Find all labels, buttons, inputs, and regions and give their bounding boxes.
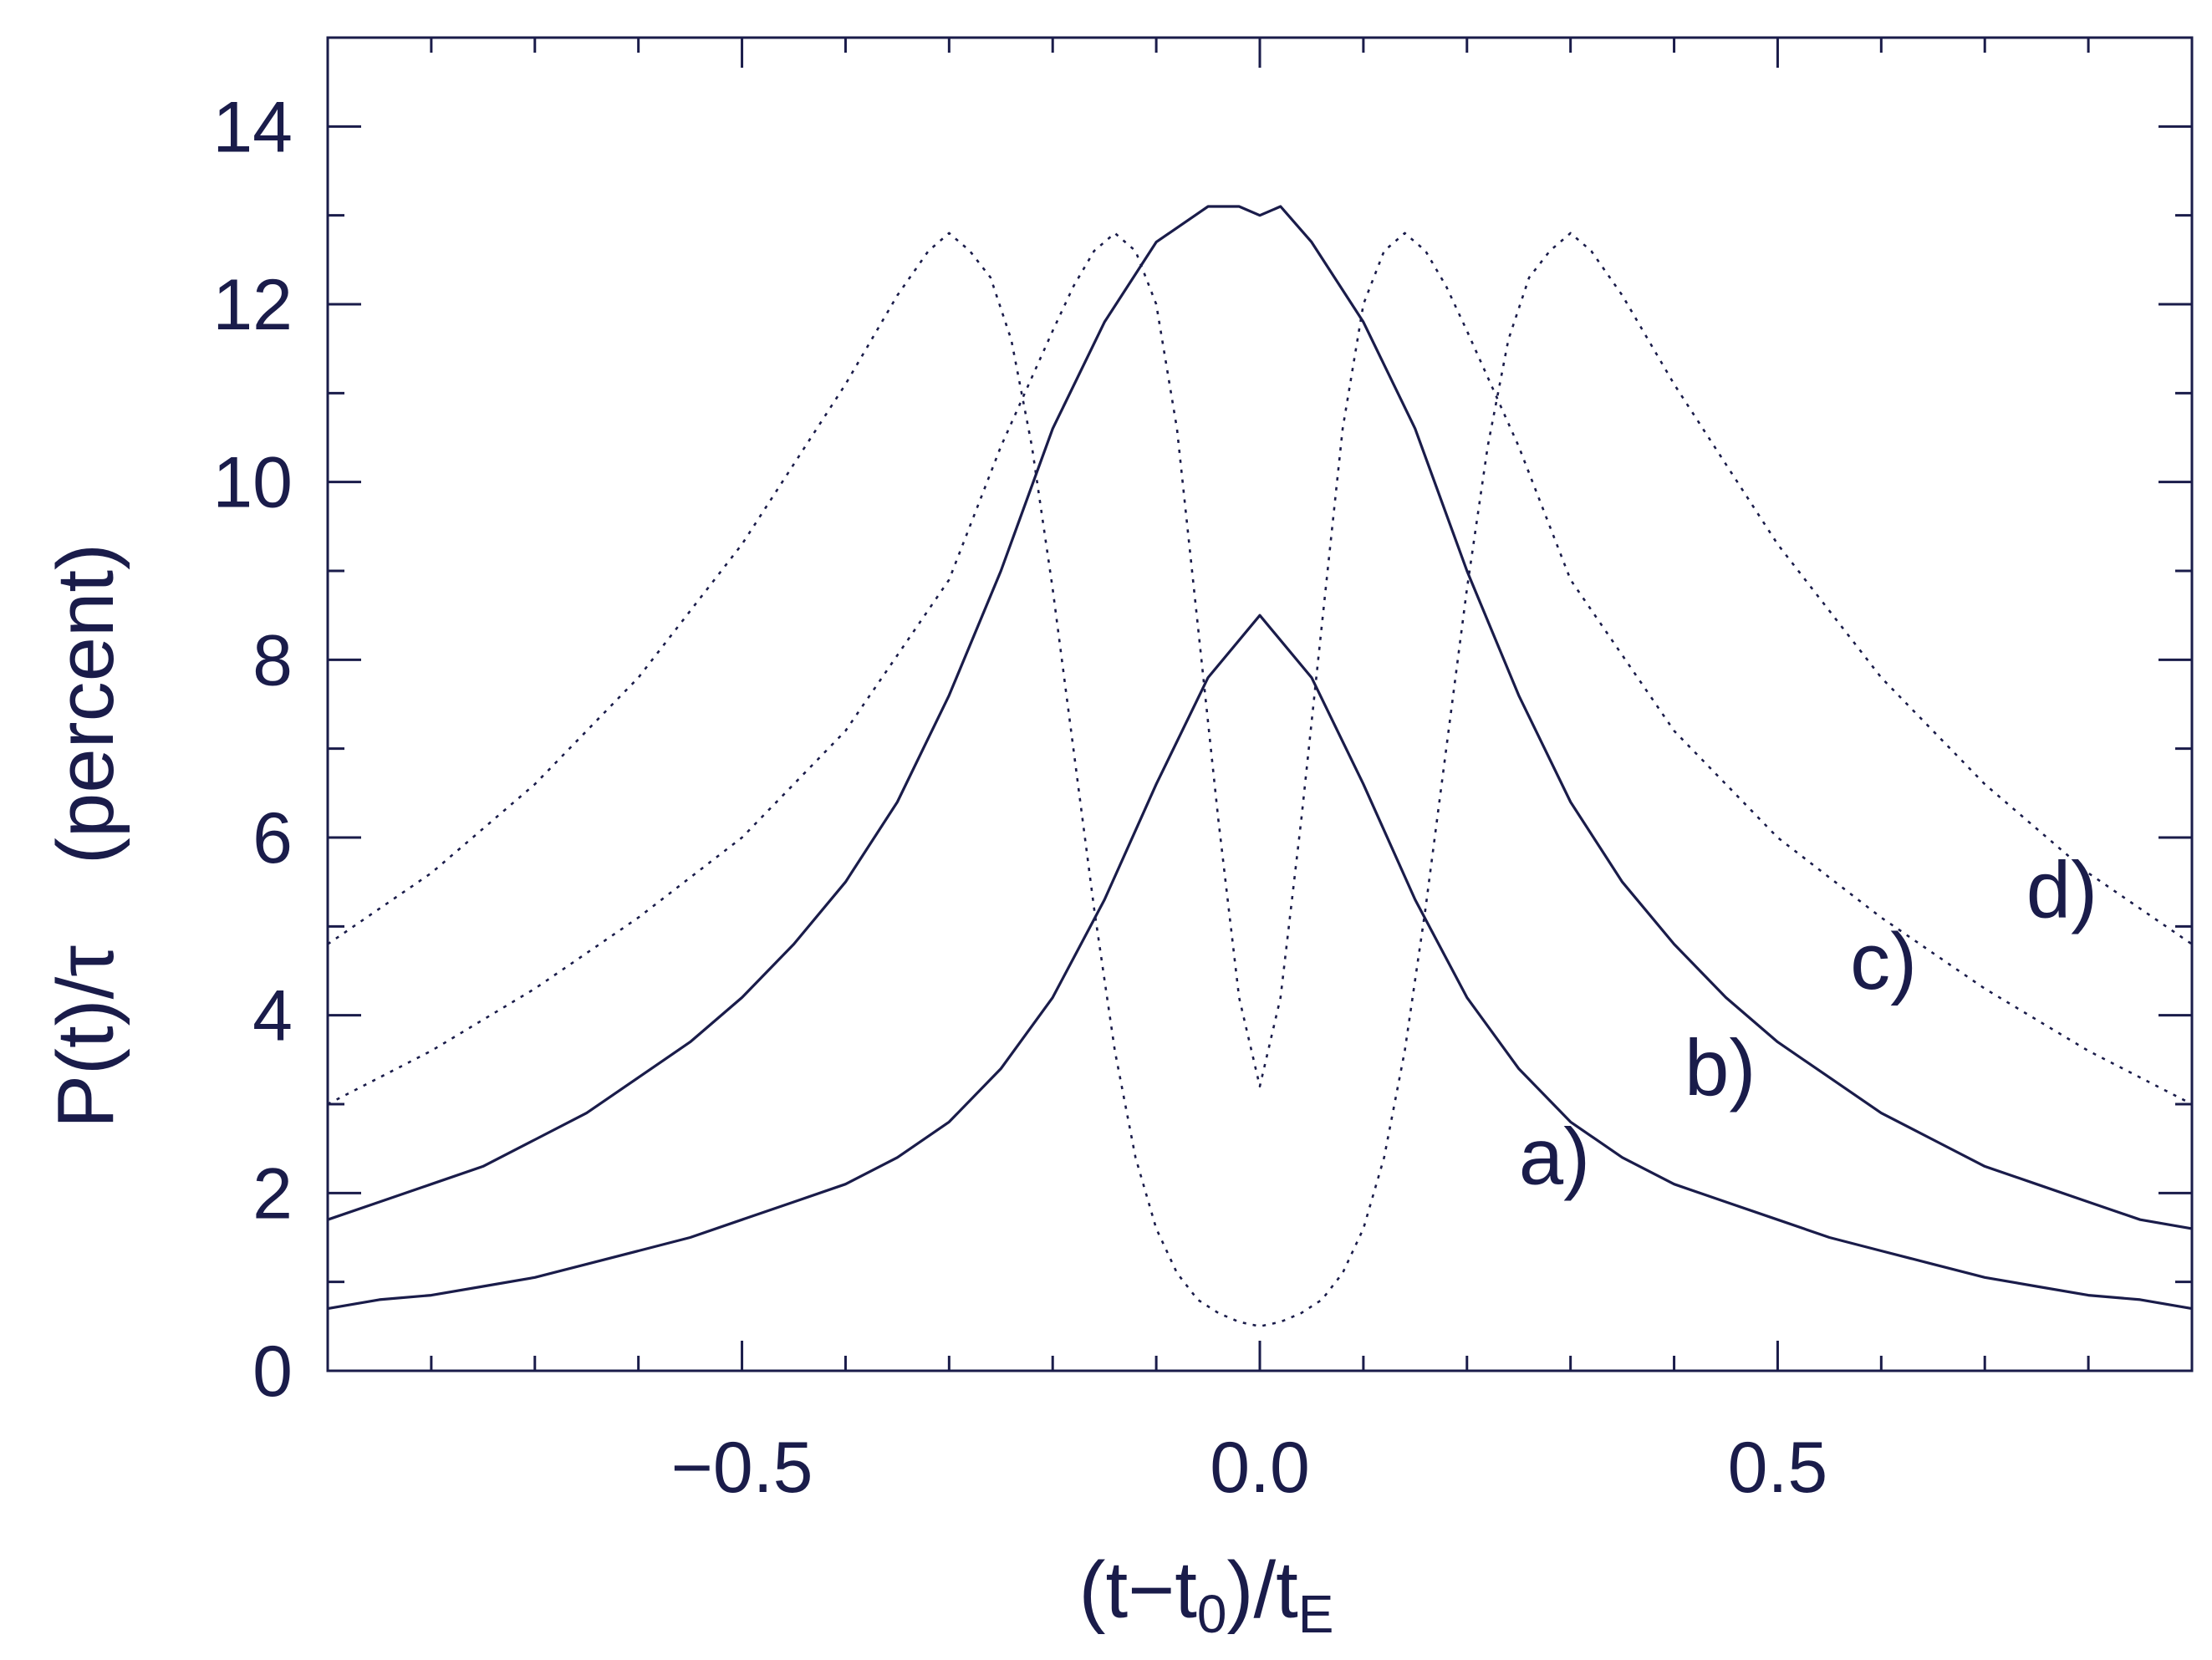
y-tick-label: 0 bbox=[252, 1332, 293, 1412]
series-line-c bbox=[327, 232, 2193, 1106]
y-tick-label: 14 bbox=[212, 87, 293, 167]
x-axis-label-sub1: 0 bbox=[1197, 1584, 1227, 1644]
y-tick-label: 4 bbox=[252, 976, 293, 1057]
x-axis-label-part1: (t−t bbox=[1079, 1545, 1197, 1635]
y-axis-label-unit: (percent) bbox=[41, 543, 130, 864]
x-tick-label: −0.5 bbox=[671, 1428, 813, 1508]
series-label-d: d) bbox=[2026, 846, 2097, 935]
axis-ticks bbox=[328, 38, 2192, 1371]
y-tick-label: 12 bbox=[212, 265, 293, 345]
x-tick-label: 0.0 bbox=[1210, 1428, 1310, 1508]
x-axis-label-part2: )/t bbox=[1226, 1545, 1297, 1635]
series-line-d bbox=[327, 232, 2193, 1328]
plot-frame bbox=[326, 36, 2194, 1372]
series-line-b bbox=[327, 205, 2193, 1230]
series-label-a: a) bbox=[1519, 1113, 1590, 1202]
series-labels: a) b) c) d) bbox=[1519, 846, 2097, 1202]
axis-tick-labels: −0.5 0.0 0.5 0 2 4 6 8 10 12 14 bbox=[212, 87, 1827, 1508]
x-axis-label-sub2: E bbox=[1298, 1584, 1334, 1644]
y-tick-label: 8 bbox=[252, 620, 293, 700]
series-line-a bbox=[327, 614, 2193, 1311]
x-tick-label: 0.5 bbox=[1728, 1428, 1828, 1508]
y-tick-label: 10 bbox=[212, 443, 293, 523]
y-tick-label: 6 bbox=[252, 798, 293, 878]
y-axis-label: P(t)/τ (percent) bbox=[41, 543, 130, 1128]
series-label-b: b) bbox=[1684, 1023, 1756, 1113]
series-label-c: c) bbox=[1850, 917, 1917, 1006]
series-curves bbox=[327, 205, 2193, 1328]
y-axis-label-main: P(t)/τ bbox=[41, 945, 130, 1128]
y-tick-label: 2 bbox=[252, 1153, 293, 1234]
x-axis-label: (t−t0)/tE bbox=[1079, 1545, 1334, 1644]
